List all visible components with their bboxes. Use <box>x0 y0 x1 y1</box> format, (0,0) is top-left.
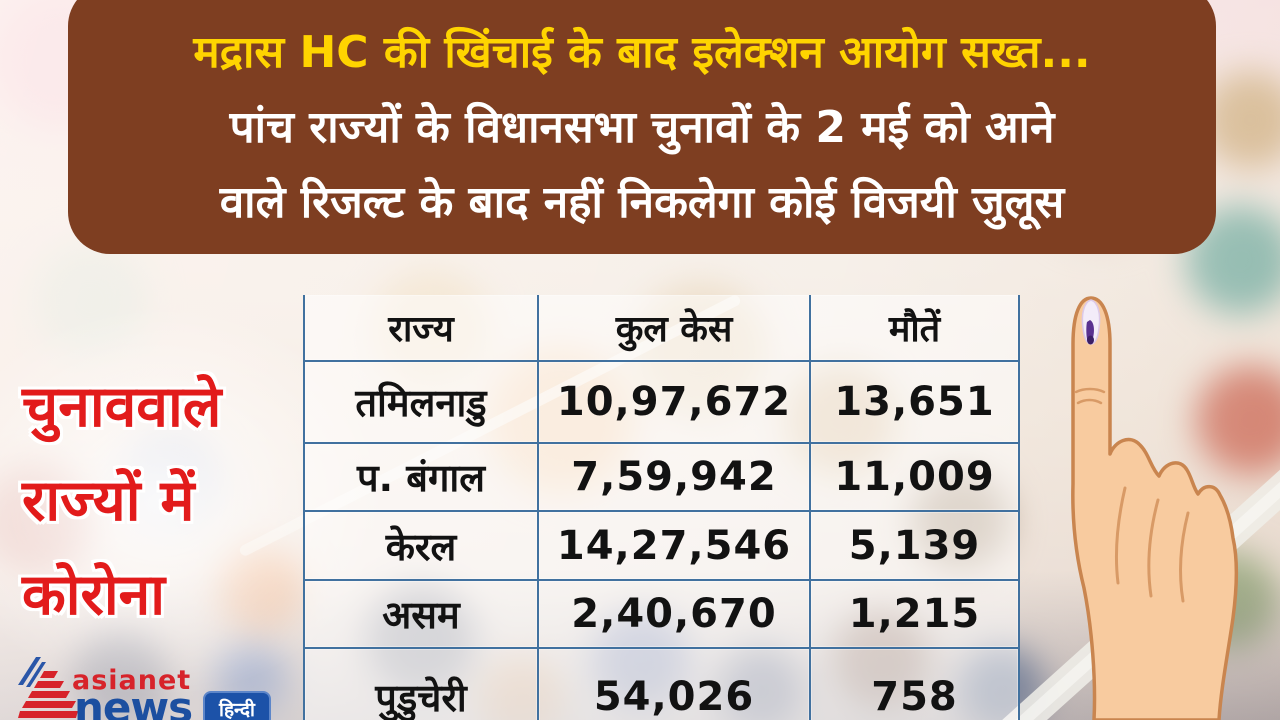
side-headline-line-3: कोरोना <box>22 562 166 628</box>
headline-banner: मद्रास HC की खिंचाई के बाद इलेक्शन आयोग … <box>68 0 1216 254</box>
cell-cases: 10,97,672 <box>537 360 811 444</box>
inked-finger-hand-illustration <box>1028 288 1250 720</box>
banner-line-1: मद्रास HC की खिंचाई के बाद इलेक्शन आयोग … <box>193 27 1091 78</box>
cell-state: असम <box>303 579 539 649</box>
cell-state: प. बंगाल <box>303 442 539 512</box>
logo-hindi-badge: हिन्दी <box>203 691 271 720</box>
side-headline-line-1: चुनाववाले <box>22 374 222 440</box>
palm-crease <box>1147 498 1160 598</box>
asianet-logo-mark-icon <box>18 657 78 718</box>
header-deaths: मौतें <box>809 295 1020 362</box>
header-total-cases: कुल केस <box>537 295 811 362</box>
palm-crease <box>1114 486 1127 585</box>
banner-line-2: पांच राज्यों के विधानसभा चुनावों के 2 मई… <box>229 102 1055 153</box>
cell-cases: 54,026 <box>537 647 811 720</box>
cell-state: तमिलनाडु <box>303 360 539 444</box>
voting-hand-icon <box>1071 296 1239 720</box>
cell-deaths: 11,009 <box>809 442 1020 512</box>
voter-ink-mark-tip <box>1087 335 1094 345</box>
cell-state: केरल <box>303 510 539 581</box>
cell-deaths: 1,215 <box>809 579 1020 649</box>
finger-joint-crease <box>1074 387 1106 394</box>
header-state: राज्य <box>303 295 539 362</box>
cell-cases: 14,27,546 <box>537 510 811 581</box>
table-header-row: राज्य कुल केस मौतें <box>303 295 1020 362</box>
logo-text-news: news <box>74 683 193 720</box>
table-row: असम 2,40,670 1,215 <box>303 579 1020 649</box>
table-row: तमिलनाडु 10,97,672 13,651 <box>303 360 1020 444</box>
cell-deaths: 758 <box>809 647 1020 720</box>
cell-cases: 7,59,942 <box>537 442 811 512</box>
table-row: केरल 14,27,546 5,139 <box>303 510 1020 581</box>
finger-joint-crease <box>1076 398 1103 405</box>
cell-cases: 2,40,670 <box>537 579 811 649</box>
table-row: प. बंगाल 7,59,942 11,009 <box>303 442 1020 512</box>
logo-text-asianet: asianet <box>72 665 192 696</box>
banner-line-3: वाले रिजल्ट के बाद नहीं निकलेगा कोई विजय… <box>219 177 1065 228</box>
table-row: पुडुचेरी 54,026 758 <box>303 647 1020 720</box>
cell-deaths: 13,651 <box>809 360 1020 444</box>
side-headline: चुनाववाले राज्यों में कोरोना <box>22 360 221 642</box>
cell-state: पुडुचेरी <box>303 647 539 720</box>
covid-stats-table: राज्य कुल केस मौतें तमिलनाडु 10,97,672 1… <box>303 295 1020 720</box>
cell-deaths: 5,139 <box>809 510 1020 581</box>
asianet-news-logo: asianet news हिन्दी <box>18 655 278 720</box>
palm-crease <box>1179 511 1190 603</box>
side-headline-line-2: राज्यों में <box>22 468 195 534</box>
